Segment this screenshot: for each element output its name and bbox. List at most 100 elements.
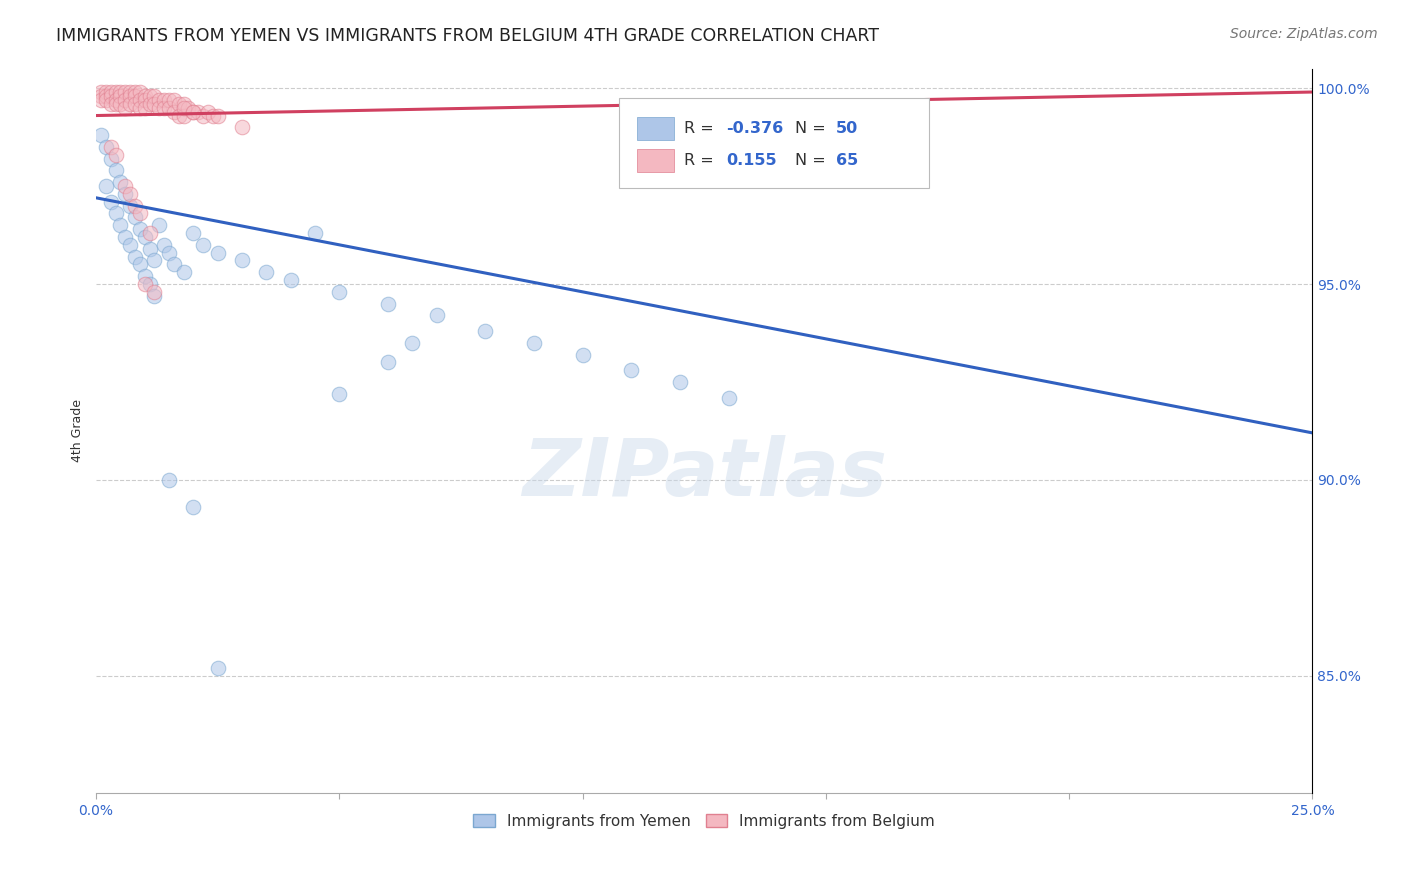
Point	[90, 85, 112, 99]
Point	[143, 289, 166, 303]
Point	[157, 245, 180, 260]
Point	[110, 89, 132, 103]
Point	[128, 101, 150, 115]
Point	[231, 253, 253, 268]
Point	[134, 101, 156, 115]
Point	[328, 285, 350, 299]
Point	[669, 375, 692, 389]
Point	[138, 89, 160, 103]
Point	[124, 211, 146, 225]
Point	[153, 93, 176, 107]
Point	[620, 363, 643, 377]
Point	[100, 89, 122, 103]
Point	[128, 257, 150, 271]
Point	[94, 179, 117, 194]
Point	[148, 219, 170, 233]
FancyBboxPatch shape	[637, 117, 673, 140]
Point	[183, 226, 205, 240]
Point	[124, 85, 146, 99]
Point	[134, 93, 156, 107]
Point	[110, 175, 132, 189]
Point	[191, 109, 214, 123]
Point	[128, 222, 150, 236]
Point	[191, 237, 214, 252]
Point	[173, 96, 195, 111]
Point	[128, 93, 150, 107]
Point	[138, 277, 160, 291]
Point	[377, 355, 399, 369]
FancyBboxPatch shape	[637, 149, 673, 172]
Text: 50: 50	[835, 121, 858, 136]
Point	[94, 140, 117, 154]
Point	[304, 226, 326, 240]
Point	[163, 257, 186, 271]
Point	[124, 96, 146, 111]
Text: R =: R =	[683, 153, 718, 168]
Point	[231, 120, 253, 135]
Text: -0.376: -0.376	[725, 121, 783, 136]
Point	[254, 265, 277, 279]
Point	[94, 89, 117, 103]
Point	[474, 324, 496, 338]
Point	[571, 347, 593, 361]
Point	[104, 206, 127, 220]
Point	[157, 473, 180, 487]
Point	[120, 89, 142, 103]
Point	[143, 96, 166, 111]
Point	[187, 104, 209, 119]
Text: 0.155: 0.155	[725, 153, 776, 168]
Text: Source: ZipAtlas.com: Source: ZipAtlas.com	[1230, 27, 1378, 41]
Point	[120, 85, 142, 99]
Point	[124, 199, 146, 213]
Point	[124, 250, 146, 264]
Point	[173, 265, 195, 279]
Point	[100, 194, 122, 209]
Point	[134, 230, 156, 244]
Point	[120, 96, 142, 111]
Point	[110, 219, 132, 233]
Point	[104, 96, 127, 111]
Text: N =: N =	[796, 121, 831, 136]
Point	[183, 104, 205, 119]
Point	[163, 104, 186, 119]
Point	[134, 89, 156, 103]
Point	[124, 89, 146, 103]
Point	[114, 179, 136, 194]
Point	[523, 335, 546, 350]
Point	[104, 85, 127, 99]
Point	[148, 101, 170, 115]
Point	[94, 85, 117, 99]
Text: N =: N =	[796, 153, 831, 168]
Point	[128, 85, 150, 99]
Point	[104, 147, 127, 161]
Point	[138, 242, 160, 256]
Point	[110, 96, 132, 111]
Text: 65: 65	[835, 153, 858, 168]
Point	[148, 93, 170, 107]
Point	[426, 309, 449, 323]
Point	[100, 140, 122, 154]
Text: R =: R =	[683, 121, 718, 136]
Point	[167, 109, 190, 123]
Point	[153, 237, 176, 252]
Point	[207, 661, 229, 675]
Point	[104, 163, 127, 178]
Point	[114, 101, 136, 115]
Point	[183, 104, 205, 119]
Point	[143, 285, 166, 299]
Point	[100, 152, 122, 166]
Point	[104, 93, 127, 107]
Point	[134, 269, 156, 284]
Point	[138, 96, 160, 111]
Point	[183, 500, 205, 515]
Legend: Immigrants from Yemen, Immigrants from Belgium: Immigrants from Yemen, Immigrants from B…	[467, 808, 942, 835]
Point	[157, 93, 180, 107]
Point	[134, 277, 156, 291]
Point	[717, 391, 740, 405]
Point	[94, 93, 117, 107]
Point	[143, 89, 166, 103]
Point	[163, 93, 186, 107]
Point	[377, 296, 399, 310]
Point	[173, 109, 195, 123]
FancyBboxPatch shape	[619, 97, 929, 188]
